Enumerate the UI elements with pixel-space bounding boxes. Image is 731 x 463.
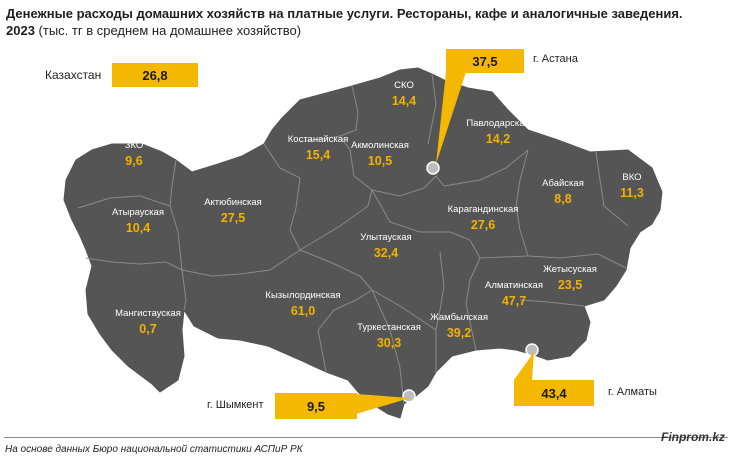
astana-value-badge: 37,5 — [446, 49, 524, 73]
region-value-almaty_reg: 47,7 — [502, 294, 526, 308]
region-name-sko: СКО — [394, 80, 414, 91]
region-name-zhetysu: Жетысуская — [543, 264, 597, 275]
region-name-turkestan: Туркестанская — [357, 322, 421, 333]
region-name-zhambyl: Жамбылская — [430, 312, 488, 323]
border-abai-zhetysu — [527, 253, 627, 269]
region-value-ulytau: 32,4 — [374, 246, 398, 260]
border-akmola-karaganda — [353, 175, 445, 197]
region-value-zhambyl: 39,2 — [447, 326, 471, 340]
region-name-abai: Абайская — [542, 178, 584, 189]
title-units: (тыс. тг в среднем на домашнее хозяйство… — [34, 23, 302, 38]
title-line1: Денежные расходы домашних хозяйств на пл… — [6, 6, 683, 21]
brand-logo: Finprom.kz — [660, 430, 725, 444]
border-almaty-zhambyl — [465, 257, 481, 351]
border-mangystau-kyzylorda — [181, 269, 187, 311]
shymkent-label: г. Шымкент — [207, 399, 264, 411]
region-name-kyzylorda: Кызылординская — [265, 290, 340, 301]
border-atyrau-aktobe — [169, 205, 183, 271]
shymkent-pointer — [356, 394, 410, 414]
region-name-mangystau: Мангистауская — [115, 308, 181, 319]
region-name-vko: ВКО — [622, 172, 641, 183]
border-turkestan-inner — [371, 289, 405, 405]
border-abai-vko — [595, 151, 629, 227]
almaty-pointer — [514, 352, 534, 380]
region-value-atyrau: 10,4 — [126, 221, 150, 235]
chart-title: Денежные расходы домашних хозяйств на пл… — [6, 5, 726, 39]
border-kyzylorda-turkestan — [317, 289, 373, 373]
region-value-vko: 11,3 — [620, 186, 644, 200]
border-zhetysu-almaty — [519, 299, 585, 307]
astana-label: г. Астана — [533, 53, 578, 65]
region-name-atyrau: Атырауская — [112, 207, 164, 218]
region-name-pavlodar: Павлодарская — [466, 118, 529, 129]
shymkent-value-badge: 9,5 — [275, 393, 357, 419]
almaty-label: г. Алматы — [608, 386, 657, 398]
region-value-kostanay: 15,4 — [306, 148, 330, 162]
title-year: 2023 — [6, 23, 35, 38]
country-label: Казахстан — [45, 68, 102, 82]
region-name-akmola: Акмолинская — [351, 140, 409, 151]
source-note: На основе данных Бюро национальной стати… — [5, 444, 303, 455]
astana-pointer — [436, 72, 466, 164]
region-value-kyzylorda: 61,0 — [291, 304, 315, 318]
region-value-akmola: 10,5 — [368, 154, 392, 168]
region-borders — [77, 73, 629, 405]
shymkent-marker — [402, 389, 416, 403]
region-value-sko: 14,4 — [392, 94, 416, 108]
border-ulytau-kyzylorda — [299, 249, 373, 291]
border-ulytau-zhambyl — [435, 251, 445, 331]
footer-divider — [4, 437, 728, 438]
border-zko-aktobe — [169, 159, 177, 207]
border-kostanay-ulytau — [299, 189, 373, 251]
country-outline — [63, 67, 663, 419]
border-pavlodar-karaganda — [443, 149, 529, 187]
border-aktobe-kostanay — [263, 143, 301, 251]
border-turkestan-zhambyl — [371, 289, 437, 372]
border-sko-pavlodar — [427, 73, 437, 145]
border-karaganda-abai — [515, 149, 529, 257]
region-name-aktobe: Актюбинская — [204, 197, 262, 208]
region-value-zhetysu: 23,5 — [558, 278, 582, 292]
region-name-zko: ЗКО — [125, 140, 144, 151]
region-value-abai: 8,8 — [554, 192, 571, 206]
border-aktobe-kyzylorda — [181, 249, 301, 277]
almaty-value-badge: 43,4 — [514, 380, 594, 406]
almaty-marker — [525, 343, 539, 357]
region-name-karaganda: Карагандинская — [448, 204, 519, 215]
country-value-badge: 26,8 — [112, 63, 198, 87]
region-value-turkestan: 30,3 — [377, 336, 401, 350]
region-value-pavlodar: 14,2 — [486, 132, 510, 146]
border-kostanay-sko — [299, 85, 359, 143]
border-zko-atyrau — [77, 195, 171, 209]
region-name-almaty_reg: Алматинская — [485, 280, 543, 291]
astana-marker — [426, 161, 440, 175]
region-name-ulytau: Улытауская — [360, 232, 411, 243]
border-kostanay-akmola — [339, 135, 355, 177]
region-value-mangystau: 0,7 — [139, 322, 156, 336]
region-name-kostanay: Костанайская — [288, 134, 348, 145]
region-value-karaganda: 27,6 — [471, 218, 495, 232]
border-atyrau-mangystau — [85, 257, 183, 271]
region-value-aktobe: 27,5 — [221, 211, 245, 225]
region-value-zko: 9,6 — [125, 154, 142, 168]
